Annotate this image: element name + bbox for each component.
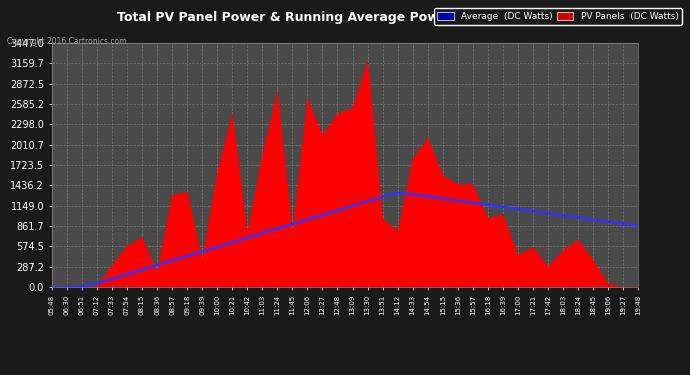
Text: Total PV Panel Power & Running Average Power Thu Jul 28 20:09: Total PV Panel Power & Running Average P…	[117, 11, 573, 24]
Text: Copyright 2016 Cartronics.com: Copyright 2016 Cartronics.com	[7, 38, 126, 46]
Legend: Average  (DC Watts), PV Panels  (DC Watts): Average (DC Watts), PV Panels (DC Watts)	[434, 8, 682, 25]
